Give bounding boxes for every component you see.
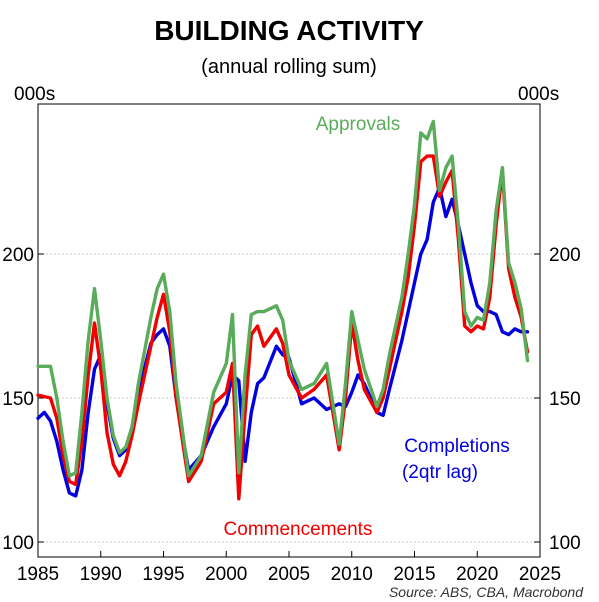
series-lines: [36, 119, 530, 501]
left-tick-label-200: 200: [2, 245, 34, 266]
chart-title: BUILDING ACTIVITY: [154, 15, 424, 46]
x-tick-label-2010: 2010: [331, 564, 373, 585]
y-axis: 100 100 150 150 200 200: [2, 245, 580, 554]
right-axis-unit: 000s: [518, 84, 559, 105]
x-tick-label-1985: 1985: [17, 564, 59, 585]
x-tick-label-2005: 2005: [268, 564, 310, 585]
left-tick-label-100: 100: [2, 533, 34, 554]
source-note: Source: ABS, CBA, Macrobond: [389, 584, 584, 600]
right-tick-label-150: 150: [549, 389, 581, 410]
x-tick-label-1995: 1995: [142, 564, 184, 585]
right-tick-label-200: 200: [549, 245, 581, 266]
commencements-label: Commencements: [224, 519, 373, 540]
left-axis-unit: 000s: [14, 84, 55, 105]
x-axis: 1985 1990 1995 2000 2005 2010 2015 2020 2025: [17, 551, 561, 585]
right-tick-label-100: 100: [549, 533, 581, 554]
completions-label-line1: Completions: [404, 436, 510, 457]
x-tick-label-2020: 2020: [456, 564, 498, 585]
approvals-label: Approvals: [316, 114, 401, 135]
x-tick-label-1990: 1990: [80, 564, 122, 585]
left-tick-label-150: 150: [2, 389, 34, 410]
chart-subtitle: (annual rolling sum): [201, 56, 377, 78]
x-tick-label-2015: 2015: [393, 564, 435, 585]
completions-label-line2: (2qtr lag): [402, 462, 478, 483]
plot-frame: [37, 103, 541, 558]
x-tick-label-2000: 2000: [205, 564, 247, 585]
x-tick-label-2025: 2025: [519, 564, 561, 585]
approvals-line: [36, 119, 530, 478]
